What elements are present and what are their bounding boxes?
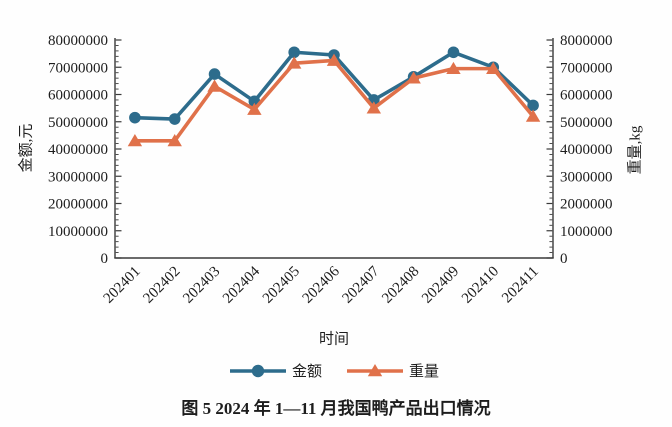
legend: 金额 重量 bbox=[115, 360, 553, 381]
y-tick-label-left: 20000000 bbox=[48, 197, 108, 213]
x-tick-label: 202409 bbox=[419, 264, 462, 307]
series-weight-marker bbox=[207, 79, 222, 92]
series-weight-marker bbox=[446, 61, 461, 75]
series-weight-marker bbox=[326, 53, 342, 66]
x-tick-label: 202410 bbox=[459, 264, 502, 307]
series-weight-marker bbox=[247, 102, 262, 115]
y-tick-label-right: 3000000 bbox=[560, 169, 613, 185]
y-tick-label-right: 5000000 bbox=[560, 115, 613, 131]
amount-line-circle-icon bbox=[229, 364, 286, 377]
x-tick-label: 202403 bbox=[180, 264, 223, 307]
y-tick-label-right: 8000000 bbox=[560, 33, 613, 49]
series-weight-marker bbox=[286, 56, 302, 69]
y-tick-label-right: 6000000 bbox=[560, 88, 613, 104]
legend-label-amount: 金额 bbox=[291, 364, 322, 380]
x-tick-label: 202401 bbox=[101, 264, 144, 307]
y-tick-label-left: 40000000 bbox=[48, 142, 108, 158]
y-tick-label-right: 4000000 bbox=[560, 142, 613, 158]
y-axis-label-right: 重量,kg bbox=[627, 125, 644, 175]
series-weight-marker bbox=[486, 61, 501, 75]
series-weight-line bbox=[133, 58, 535, 143]
x-tick-label: 202406 bbox=[300, 263, 343, 306]
legend-item-weight: 重量 bbox=[346, 360, 439, 381]
series-amount-marker bbox=[288, 46, 300, 59]
weight-line-triangle-icon bbox=[347, 363, 403, 376]
series-weight-marker bbox=[406, 71, 421, 84]
y-tick-label-left: 70000000 bbox=[48, 60, 108, 76]
y-tick-label-right: 7000000 bbox=[560, 60, 613, 76]
y-tick-label-right: 1000000 bbox=[560, 224, 613, 240]
legend-item-amount: 金额 bbox=[229, 360, 322, 381]
x-tick-label: 202411 bbox=[499, 264, 542, 307]
series-amount-marker bbox=[527, 99, 539, 112]
x-tick-label: 202407 bbox=[340, 263, 383, 306]
y-tick-label-left: 0 bbox=[101, 251, 109, 267]
y-tick-label-left: 60000000 bbox=[48, 88, 108, 104]
x-tick-label: 202404 bbox=[220, 263, 263, 306]
x-tick-label: 202408 bbox=[379, 264, 422, 307]
series-amount-marker bbox=[129, 111, 141, 124]
y-tick-label-left: 10000000 bbox=[48, 224, 108, 240]
series-weight-marker bbox=[366, 101, 382, 114]
figure-caption: 图 5 2024 年 1—11 月我国鸭产品出口情况 bbox=[181, 399, 491, 418]
series-weight-marker bbox=[525, 109, 541, 122]
y-tick-label-left: 50000000 bbox=[48, 115, 108, 131]
y-tick-label-left: 80000000 bbox=[48, 33, 108, 49]
y-tick-label-left: 30000000 bbox=[48, 169, 108, 185]
chart-plot: 0100000002000000030000000400000005000000… bbox=[48, 33, 613, 307]
series-weight-marker bbox=[167, 134, 182, 147]
series-amount-marker bbox=[208, 68, 221, 80]
series-weight-marker bbox=[127, 134, 143, 147]
y-tick-label-right: 2000000 bbox=[560, 197, 613, 213]
series-amount-marker bbox=[168, 113, 181, 125]
series-amount-marker bbox=[447, 46, 460, 59]
y-tick-label-right: 0 bbox=[560, 251, 568, 267]
x-axis-label: 时间 bbox=[318, 331, 350, 348]
x-tick-label: 202405 bbox=[260, 264, 303, 307]
legend-label-weight: 重量 bbox=[409, 364, 440, 380]
x-tick-label: 202402 bbox=[140, 264, 183, 307]
y-axis-label-left: 金额,元 bbox=[18, 123, 35, 173]
